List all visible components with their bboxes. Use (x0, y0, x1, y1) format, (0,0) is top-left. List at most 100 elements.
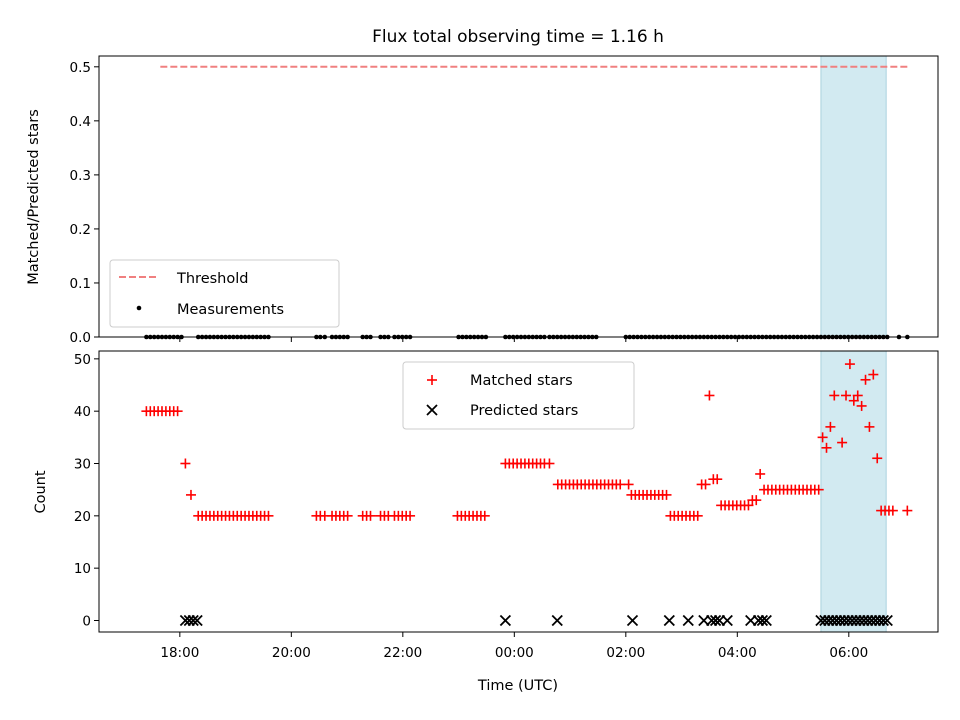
top-y-tick-label: 0.2 (70, 222, 91, 238)
matched-star-point (712, 474, 723, 485)
top-y-tick-label: 0.1 (70, 276, 91, 292)
predicted-star-point (760, 614, 772, 627)
top-y-tick-label: 0.4 (70, 114, 91, 130)
predicted-star-d2 (551, 614, 563, 627)
predicted-star-d2 (881, 614, 893, 627)
matched-star-point (692, 510, 703, 521)
predicted-star-point (682, 614, 694, 627)
matched-star-point (813, 484, 824, 495)
bottom-y-tick-label: 20 (74, 509, 91, 525)
predicted-star-point (626, 614, 639, 627)
bottom-x-tick-label: 20:00 (272, 645, 311, 661)
matched-star-point (263, 510, 274, 521)
matched-star-point (755, 468, 766, 479)
bottom-legend-box (402, 361, 635, 430)
predicted-star-point (187, 614, 199, 627)
matched-star-point (817, 432, 828, 443)
matched-star-point (365, 510, 376, 521)
matched-star-point (852, 390, 863, 401)
matched-star-point (544, 458, 555, 469)
matched-star-point (743, 500, 754, 511)
chart-title: Flux total observing time = 1.16 h (372, 27, 664, 47)
matched-star-point (860, 374, 871, 385)
bottom-y-axis-label: Count (33, 470, 49, 513)
top-highlight-span (820, 55, 887, 338)
legend-measurements-label: Measurements (177, 302, 284, 318)
matched-star-point (856, 400, 867, 411)
matched-star-point (829, 390, 840, 401)
predicted-star-point (663, 614, 675, 627)
matched-star-point (623, 479, 634, 490)
matched-star-point (902, 505, 913, 516)
top-y-axis-label: Matched/Predicted stars (26, 109, 42, 285)
predicted-star-d2 (187, 614, 199, 627)
matched-star-point (661, 489, 672, 500)
legend-predicted-d2 (426, 404, 438, 416)
bottom-x-tick-label: 02:00 (606, 645, 645, 661)
predicted-star-d2 (877, 614, 890, 627)
matched-star-point (848, 395, 859, 406)
predicted-star-d2 (499, 614, 512, 627)
bottom-x-tick-label: 00:00 (495, 645, 534, 661)
matched-star-point (615, 479, 626, 490)
x-axis-label: Time (UTC) (477, 678, 558, 694)
predicted-star-point (709, 614, 722, 627)
predicted-star-d2 (191, 614, 203, 627)
top-y-tick-label: 0.5 (70, 60, 91, 76)
predicted-star-d2 (760, 614, 772, 627)
matched-star-point (180, 458, 191, 469)
bottom-x-tick-label: 22:00 (383, 645, 422, 661)
matched-star-point (837, 437, 848, 448)
top-legend: Threshold Measurements (109, 259, 340, 328)
matched-star-point (405, 510, 416, 521)
predicted-star-d2 (682, 614, 694, 627)
bottom-x-tick-label: 04:00 (718, 645, 757, 661)
matched-star-point (821, 442, 832, 453)
bottom-highlight-span (820, 350, 887, 633)
predicted-star-point (881, 614, 893, 627)
predicted-star-d2 (626, 614, 639, 627)
bottom-legend: Matched stars Predicted stars (402, 361, 635, 430)
matched-star-point (841, 390, 852, 401)
predicted-star-d2 (721, 614, 733, 627)
top-panel: 0.0 0.1 0.2 0.3 0.4 0.5 Threshold Measurements (70, 55, 939, 346)
predicted-star-point (877, 614, 890, 627)
bottom-axes-frame (98, 350, 939, 633)
bottom-y-tick-label: 40 (74, 404, 91, 420)
matched-star-point (751, 495, 762, 506)
predicted-star-d2 (709, 614, 722, 627)
matched-star-point (868, 369, 879, 380)
matched-star-point (342, 510, 353, 521)
predicted-star-point (721, 614, 733, 627)
bottom-y-tick-label: 0 (82, 613, 91, 629)
top-y-tick-label: 0.3 (70, 168, 91, 184)
predicted-star-d2 (663, 614, 675, 627)
bottom-x-tick-label: 06:00 (829, 645, 868, 661)
top-y-tick-label: 0.0 (70, 330, 91, 346)
top-axes-frame (98, 55, 939, 338)
predicted-star-point (191, 614, 203, 627)
legend-matched-label: Matched stars (470, 373, 573, 389)
legend-threshold-label: Threshold (176, 271, 248, 287)
matched-star-point (704, 390, 715, 401)
predicted-star-point (551, 614, 563, 627)
matched-star-point (887, 505, 898, 516)
matched-star-point (172, 406, 183, 417)
top-legend-box (109, 259, 340, 328)
legend-measurements-swatch (136, 305, 142, 311)
predicted-star-point (756, 614, 769, 627)
matched-star-point (864, 421, 875, 432)
bottom-y-tick-label: 30 (74, 457, 91, 473)
matched-star-point (844, 359, 855, 370)
matched-star-point (185, 489, 196, 500)
bottom-panel: 0 10 20 30 40 50 18:00 20:00 22:00 00:00 02:00 04:0… (74, 350, 939, 661)
matched-star-point (479, 510, 490, 521)
matched-star-point (825, 421, 836, 432)
predicted-star-d2 (756, 614, 769, 627)
bottom-y-tick-label: 50 (74, 352, 91, 368)
matched-star-point (872, 453, 883, 464)
bottom-x-tick-label: 18:00 (160, 645, 199, 661)
matched-star-point (700, 479, 711, 490)
bottom-y-tick-label: 10 (74, 561, 91, 577)
